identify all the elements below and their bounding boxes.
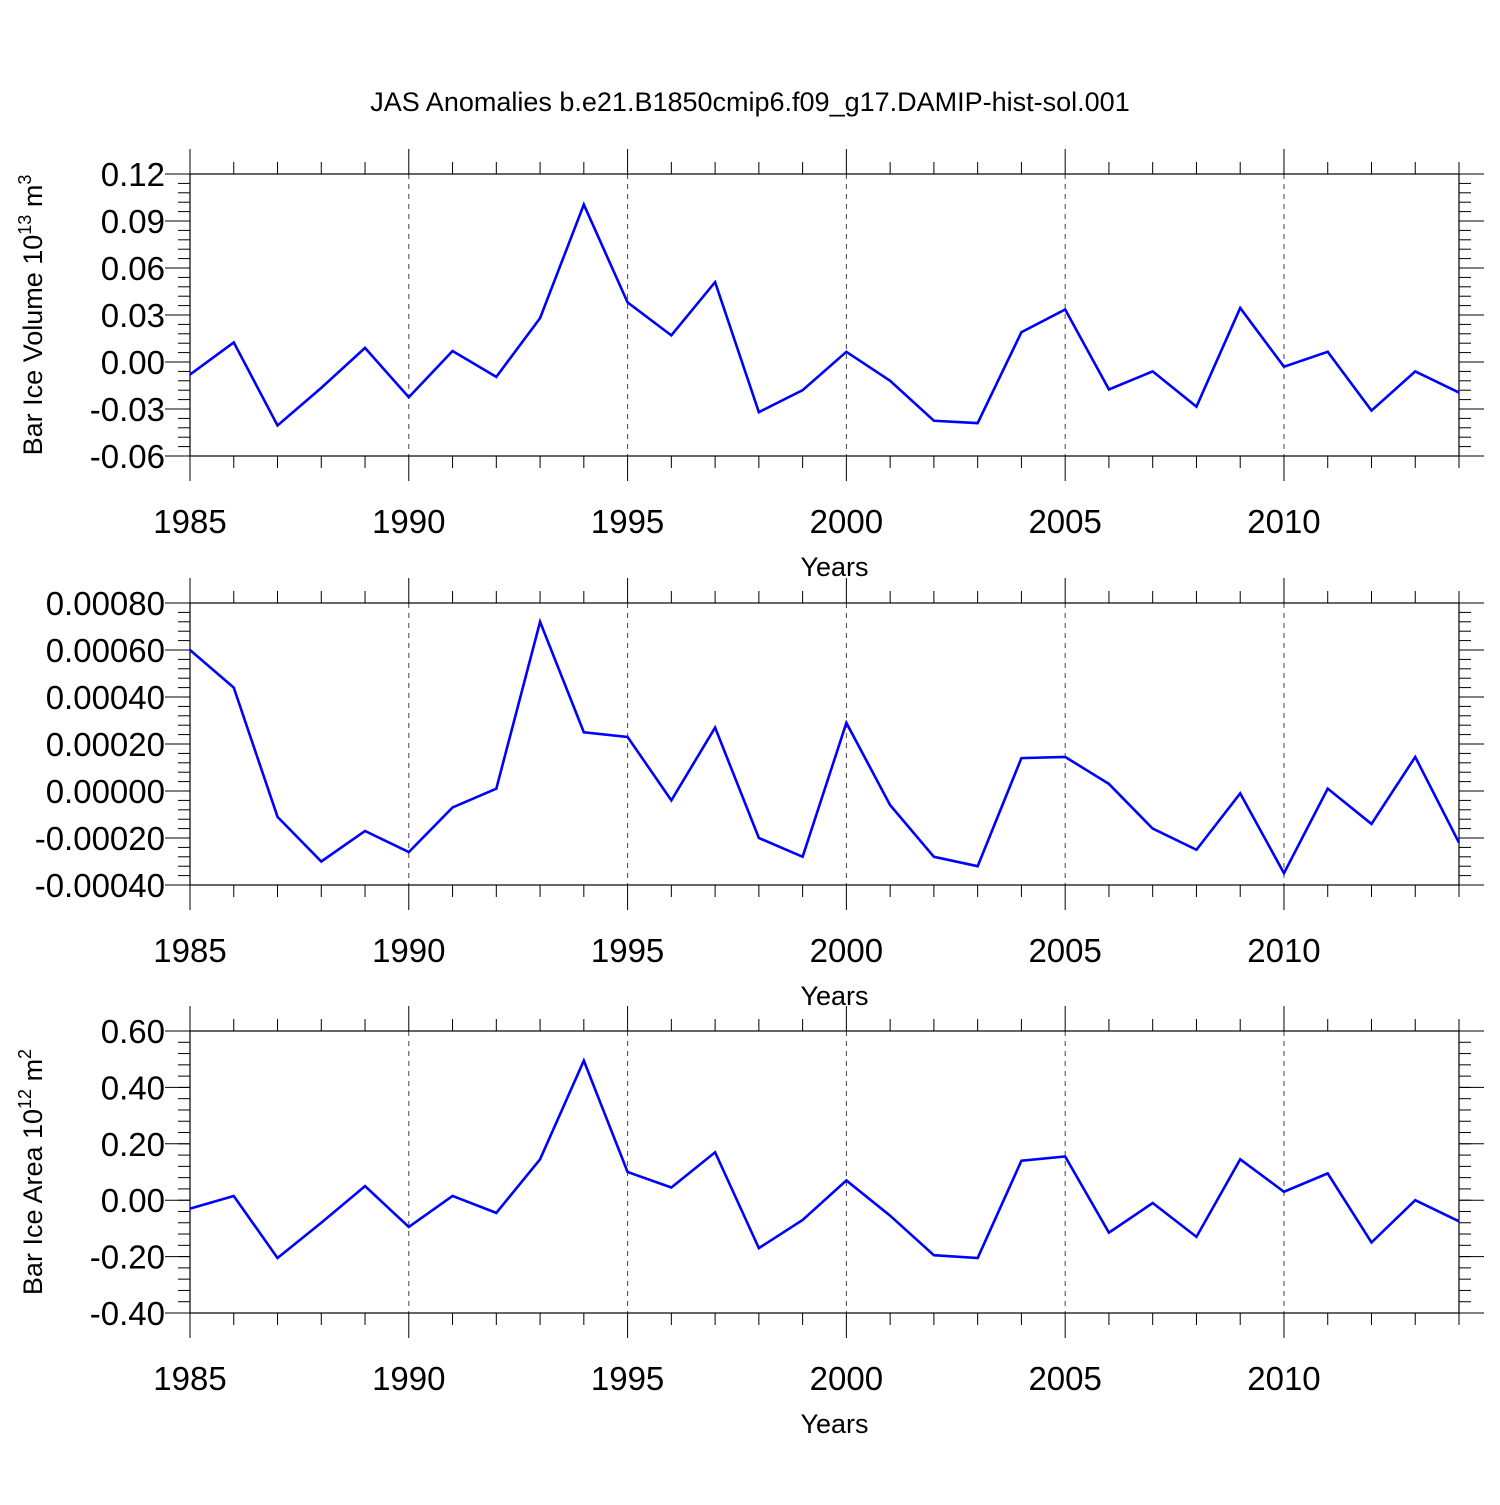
y-tick-label: -0.20 xyxy=(90,1239,165,1276)
y-tick-label: 0.00040 xyxy=(46,679,165,716)
x-tick-label: 1985 xyxy=(153,932,226,969)
plot-frame xyxy=(190,174,1459,456)
y-tick-label: 0.60 xyxy=(101,1013,165,1050)
y-tick-label: -0.00020 xyxy=(35,820,165,857)
x-tick-label: 2005 xyxy=(1028,932,1101,969)
x-axis-title: Years xyxy=(800,1409,868,1439)
x-tick-label: 2000 xyxy=(810,932,883,969)
y-tick-label: 0.00080 xyxy=(46,585,165,622)
y-axis-title: Bar Ice Area 1012 m2 xyxy=(15,1049,48,1295)
figure-title: JAS Anomalies b.e21.B1850cmip6.f09_g17.D… xyxy=(370,87,1129,117)
y-tick-label: 0.00 xyxy=(101,344,165,381)
x-tick-label: 1995 xyxy=(591,932,664,969)
y-tick-label: 0.00000 xyxy=(46,773,165,810)
x-tick-label: 2010 xyxy=(1247,503,1320,540)
x-tick-label: 1985 xyxy=(153,1360,226,1397)
chart-panel-volume: 1985 1990 1995 2000 2005 2010 Years -0.06 -0.03 0… xyxy=(15,149,1484,582)
x-tick-label: 2005 xyxy=(1028,503,1101,540)
x-axis-title: Years xyxy=(800,981,868,1011)
y-tick-label: -0.06 xyxy=(90,438,165,475)
y-tick-label: -0.03 xyxy=(90,391,165,428)
x-tick-label: 1990 xyxy=(372,1360,445,1397)
y-tick-label: 0.00 xyxy=(101,1182,165,1219)
y-tick-label: 0.12 xyxy=(101,156,165,193)
y-tick-label: -0.00040 xyxy=(35,867,165,904)
y-tick-label: 0.00020 xyxy=(46,726,165,763)
y-tick-label: 0.40 xyxy=(101,1069,165,1106)
x-tick-label: 2010 xyxy=(1247,1360,1320,1397)
x-tick-label: 2010 xyxy=(1247,932,1320,969)
x-tick-label: 2000 xyxy=(810,503,883,540)
y-tick-label: 0.20 xyxy=(101,1126,165,1163)
x-tick-label: 2005 xyxy=(1028,1360,1101,1397)
panels: 1985 1990 1995 2000 2005 2010 Years -0.06 -0.03 0… xyxy=(15,149,1484,1439)
chart-panel-area: 1985 1990 1995 2000 2005 2010 Years -0.40 -0.20 0… xyxy=(15,1006,1484,1439)
series-line-thickness xyxy=(190,622,1459,873)
y-tick-label: 0.09 xyxy=(101,203,165,240)
chart-panel-thickness: 1985 1990 1995 2000 2005 2010 Years -0.00040 -0.… xyxy=(35,578,1484,1011)
plot-frame xyxy=(190,1031,1459,1313)
x-tick-label: 1990 xyxy=(372,932,445,969)
x-axis-title: Years xyxy=(800,552,868,582)
y-tick-label: -0.40 xyxy=(90,1295,165,1332)
x-tick-label: 1995 xyxy=(591,503,664,540)
series-line-volume xyxy=(190,205,1459,426)
y-tick-label: 0.00060 xyxy=(46,632,165,669)
x-tick-label: 1985 xyxy=(153,503,226,540)
x-tick-label: 2000 xyxy=(810,1360,883,1397)
y-tick-label: 0.03 xyxy=(101,297,165,334)
x-tick-label: 1990 xyxy=(372,503,445,540)
y-tick-label: 0.06 xyxy=(101,250,165,287)
series-line-area xyxy=(190,1061,1459,1258)
y-axis-title: Bar Ice Volume 1013 m3 xyxy=(15,175,48,456)
x-tick-label: 1995 xyxy=(591,1360,664,1397)
